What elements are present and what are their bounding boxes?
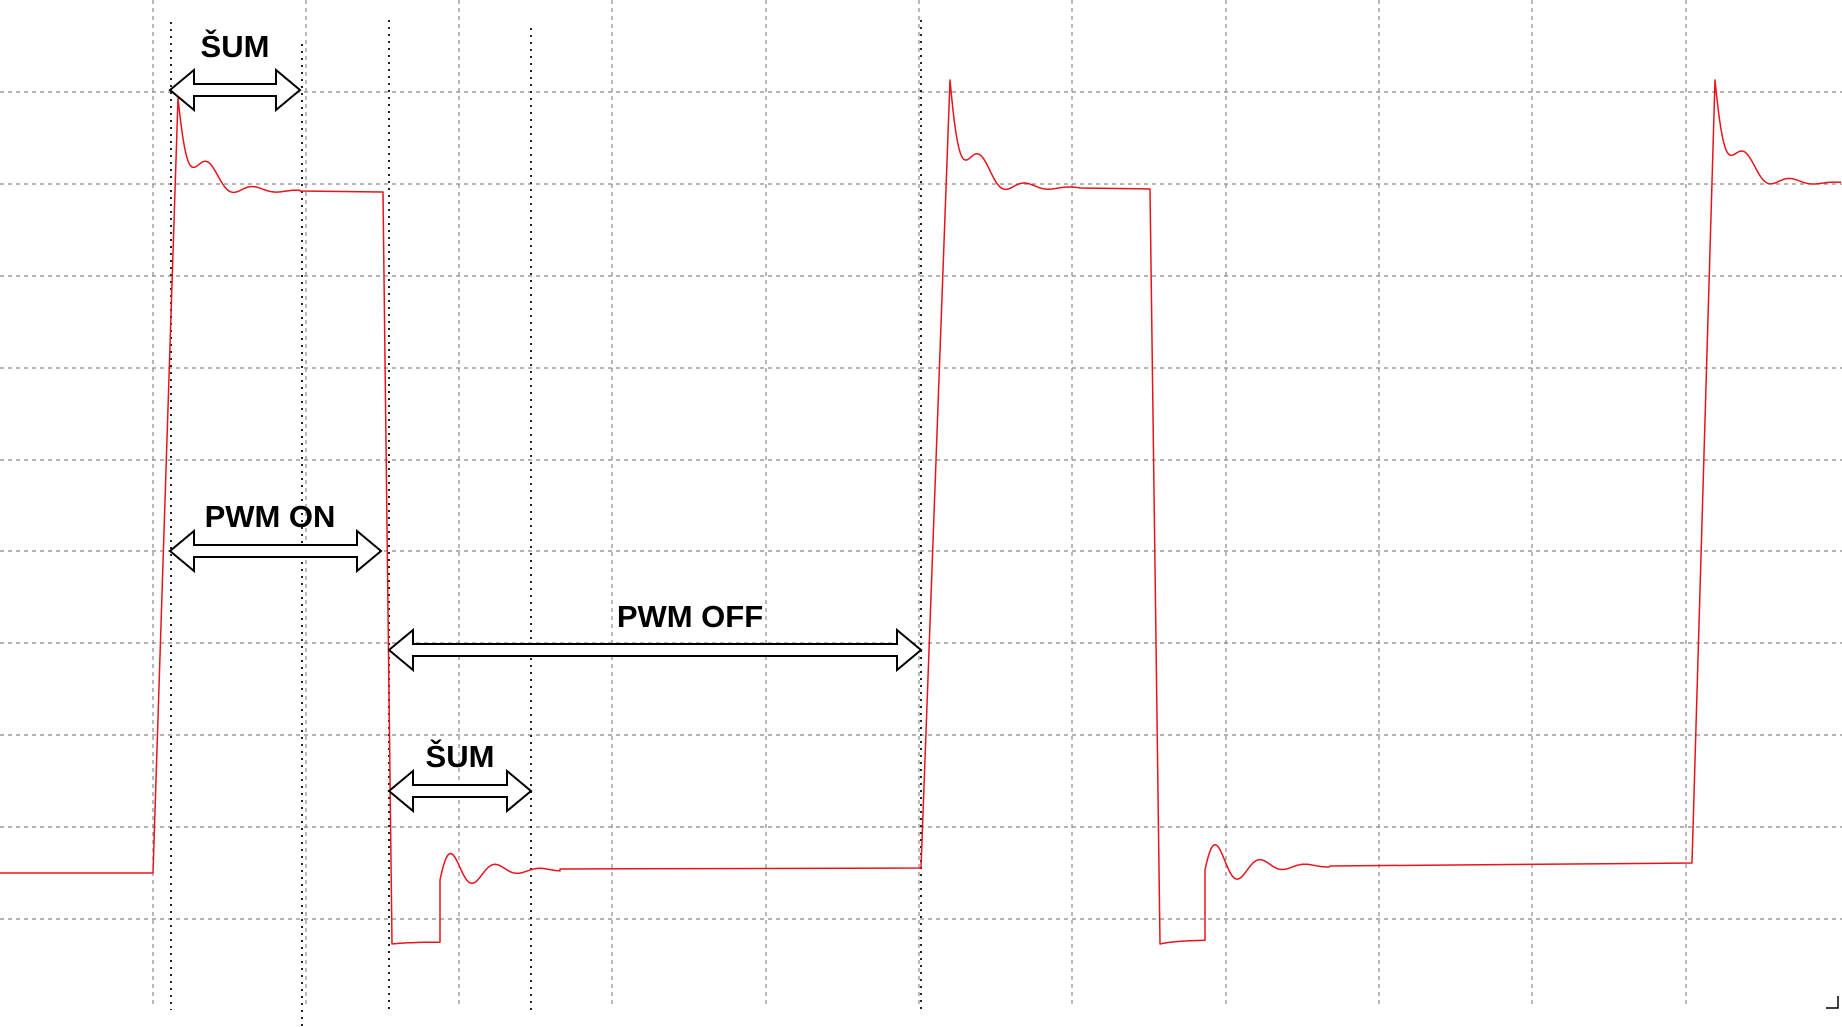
pwm-on-label: PWM ON xyxy=(205,499,336,534)
sum-top-arrow xyxy=(168,67,302,113)
pwm-off-label: PWM OFF xyxy=(617,599,763,634)
sum-bottom-label: ŠUM xyxy=(426,738,495,774)
pwm-on-arrow xyxy=(168,528,383,574)
sum-bottom-arrow xyxy=(387,768,533,814)
sum-top-label: ŠUM xyxy=(201,28,270,64)
marker-lines xyxy=(170,20,922,1027)
corner-mark xyxy=(1826,996,1839,1009)
pwm-signal-trace xyxy=(0,79,1842,945)
pwm-off-arrow xyxy=(387,627,923,673)
